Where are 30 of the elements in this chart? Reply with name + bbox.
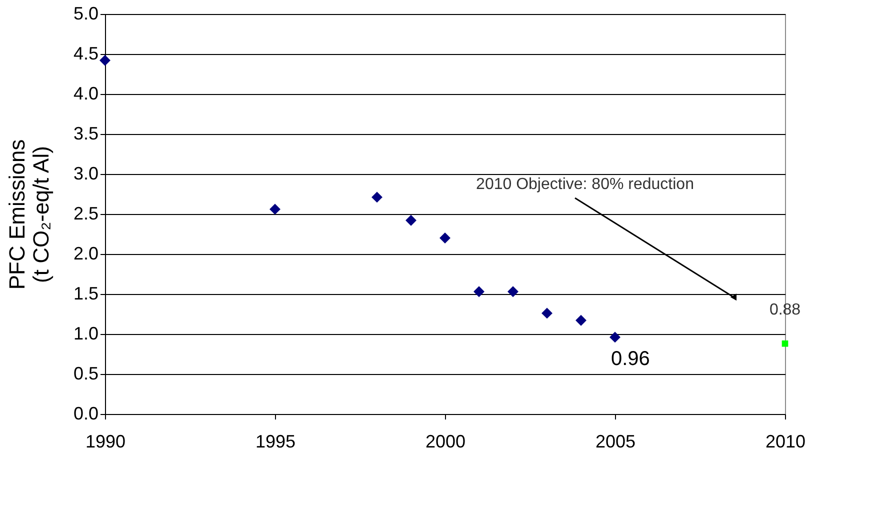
x-tick-label: 1990	[85, 432, 126, 452]
annotation: 2010 Objective: 80% reduction	[476, 176, 694, 193]
y-tick-label: 1.0	[73, 324, 98, 344]
point	[372, 192, 382, 203]
y-tick-label: 5.0	[73, 4, 98, 24]
point	[782, 340, 788, 347]
point	[406, 214, 416, 226]
data-label: 0.96	[611, 348, 650, 370]
point	[610, 332, 620, 343]
point	[474, 286, 484, 298]
y-tick-label: 2.5	[73, 204, 98, 224]
y-tick-label: 4.0	[73, 84, 98, 104]
point	[100, 54, 110, 66]
y-tick-label: 0.0	[73, 404, 98, 424]
point	[508, 286, 518, 298]
x-tick-label: 2000	[425, 432, 466, 452]
x-tick-label: 2010	[765, 432, 806, 452]
y-tick-label: 2.0	[73, 244, 98, 264]
point	[440, 232, 450, 244]
point	[542, 308, 552, 319]
y-tick-label: 1.5	[73, 284, 98, 304]
point	[576, 314, 586, 326]
y-tick-label: 4.5	[73, 44, 98, 64]
y-tick-label: 3.0	[73, 164, 98, 184]
x-tick-label: 2005	[595, 432, 636, 452]
y-tick-label: 0.5	[73, 364, 98, 384]
point	[270, 204, 280, 215]
y-axis-title: PFC Emissions (t CO₂-eq/t Al)	[4, 139, 54, 290]
y-tick-label: 3.5	[73, 124, 98, 144]
x-tick-label: 1995	[255, 432, 296, 452]
